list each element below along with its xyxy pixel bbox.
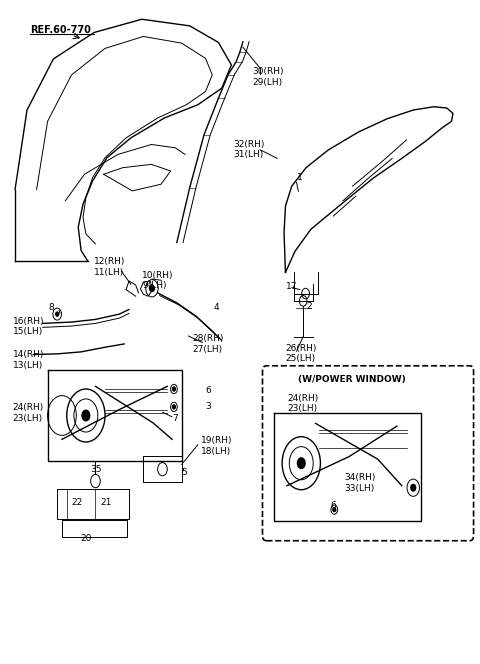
Circle shape: [172, 405, 175, 409]
Text: 16(RH)
15(LH): 16(RH) 15(LH): [12, 317, 44, 337]
Circle shape: [333, 507, 336, 511]
Text: 7: 7: [172, 414, 178, 423]
Text: 26(RH)
25(LH): 26(RH) 25(LH): [286, 343, 317, 363]
Circle shape: [411, 485, 416, 491]
Circle shape: [82, 410, 90, 421]
Circle shape: [298, 458, 305, 469]
Text: 28(RH)
27(LH): 28(RH) 27(LH): [192, 334, 224, 354]
Text: 5: 5: [181, 468, 187, 477]
Text: 14(RH)
13(LH): 14(RH) 13(LH): [12, 350, 44, 370]
Text: 22: 22: [72, 499, 83, 507]
Text: 6: 6: [205, 386, 211, 395]
Text: 8: 8: [48, 303, 54, 312]
Text: 21: 21: [100, 499, 112, 507]
FancyBboxPatch shape: [263, 366, 474, 540]
Text: 10(RH)
9(LH): 10(RH) 9(LH): [142, 271, 173, 290]
Text: REF.60-770: REF.60-770: [30, 25, 91, 35]
Text: 1: 1: [297, 173, 302, 182]
Text: (W/POWER WINDOW): (W/POWER WINDOW): [299, 375, 406, 384]
Text: 6: 6: [330, 501, 336, 510]
Circle shape: [172, 387, 175, 391]
Text: 19(RH)
18(LH): 19(RH) 18(LH): [201, 436, 232, 456]
Circle shape: [56, 312, 59, 316]
Text: 35: 35: [91, 465, 102, 474]
Circle shape: [150, 285, 155, 291]
Text: 20: 20: [80, 535, 92, 543]
Text: 24(RH)
23(LH): 24(RH) 23(LH): [287, 394, 318, 413]
Text: 4: 4: [214, 303, 219, 312]
Text: 12(RH)
11(LH): 12(RH) 11(LH): [94, 258, 125, 277]
Text: 24(RH)
23(LH): 24(RH) 23(LH): [12, 403, 44, 422]
Text: 17: 17: [286, 282, 297, 291]
Text: 32(RH)
31(LH): 32(RH) 31(LH): [233, 140, 264, 159]
Text: 30(RH)
29(LH): 30(RH) 29(LH): [252, 67, 284, 86]
Text: 34(RH)
33(LH): 34(RH) 33(LH): [344, 473, 376, 493]
Text: 2: 2: [306, 302, 312, 311]
Text: 3: 3: [205, 402, 211, 412]
